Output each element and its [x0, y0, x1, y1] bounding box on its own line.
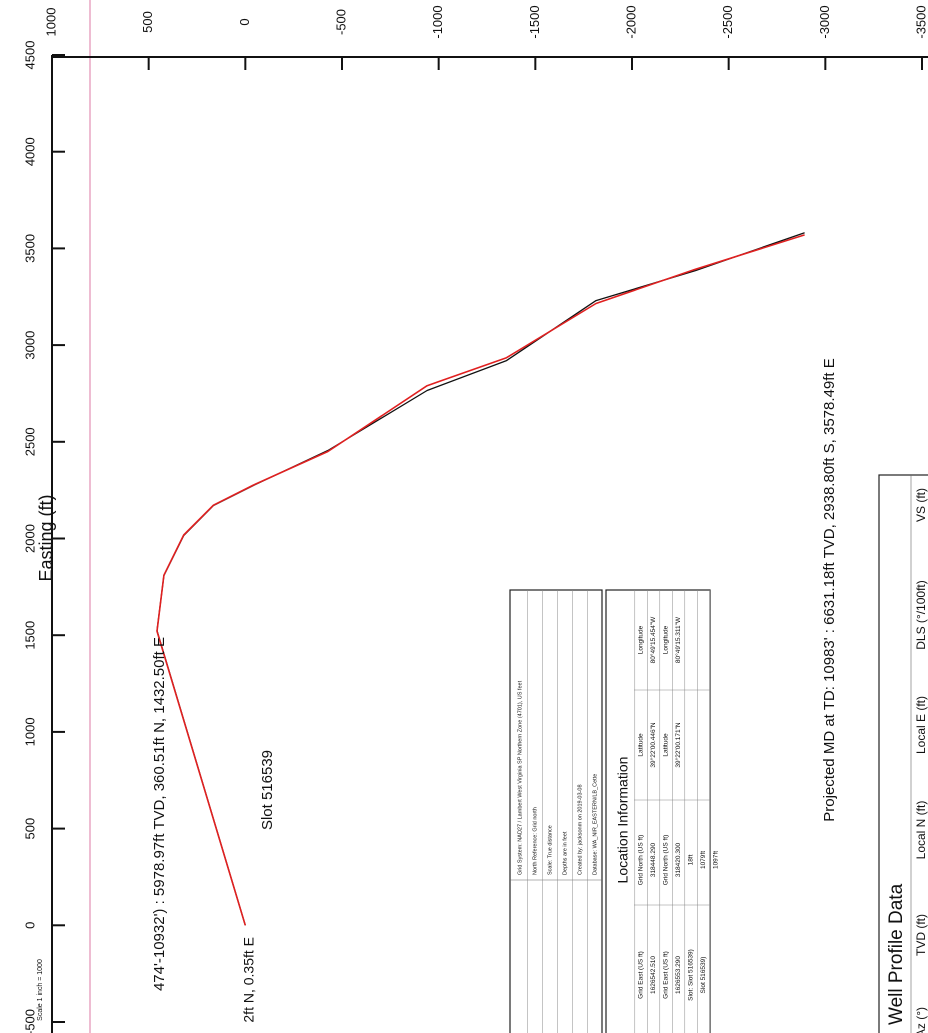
y-tick-label: 4000	[22, 137, 37, 166]
y-tick-label: 1000	[22, 717, 37, 746]
x-tick-label: -500	[333, 9, 348, 35]
well-path	[156, 234, 805, 926]
table-cell: Database: WA_NIR_EASTERN/LB_Cette	[592, 774, 598, 875]
table-cell: 39°22'00.446"N	[649, 722, 657, 767]
y-tick-label: 2500	[22, 427, 37, 456]
x-tick-label: -1500	[527, 5, 542, 38]
scale-note: Scale 1 inch = 1000	[37, 959, 44, 1021]
table-cell: 318420.300	[675, 842, 682, 877]
table-cell: Scale: True distance	[547, 825, 553, 875]
x-tick-label: 500	[140, 11, 155, 33]
table-cell: 1626542.510	[650, 956, 657, 994]
table-cell: Longitude	[663, 625, 670, 654]
well-profile-frame	[878, 474, 928, 1033]
x-tick-label: -3500	[913, 5, 928, 38]
table-title: Location Information	[615, 757, 631, 884]
table-cell: Latitude	[663, 733, 670, 757]
table-cell: North Reference: Grid north	[532, 807, 538, 875]
table-title: Well Profile Data	[886, 883, 907, 1025]
annotation: Projected MD at TD: 10983' : 6631.18ft T…	[821, 358, 838, 821]
table-cell: 80°49'15.454"W	[649, 616, 657, 663]
y-tick-label: 3500	[22, 234, 37, 263]
x-tick-label: -2500	[720, 5, 735, 38]
table-header: DLS (°/100ft)	[914, 580, 928, 650]
y-tick-label: 0	[22, 922, 37, 929]
table-header: Local N (ft)	[914, 801, 928, 860]
table-cell: Grid East (US ft)	[663, 951, 670, 999]
table-cell: Created by: jacksonm on 2019-03-08	[577, 785, 583, 876]
annotation: 474'-10932') : 5978.97ft TVD, 360.51ft N…	[151, 637, 168, 991]
table-cell: Grid System: NAD27 / Lambert West Virgin…	[517, 680, 523, 875]
y-tick-label: 500	[22, 818, 37, 840]
table-cell: Grid North (US ft)	[638, 835, 645, 886]
x-tick-label: -2000	[623, 5, 638, 38]
annotation: 2ft N, 0.35ft E	[241, 937, 257, 1023]
table-cell: 1079ft	[700, 851, 707, 869]
table-header: TVD (ft)	[914, 914, 928, 956]
x-tick-label: 0	[237, 18, 252, 25]
table-cell: 1097ft	[713, 851, 720, 869]
table-cell: Longitude	[638, 625, 645, 654]
table-header: VS (ft)	[914, 488, 928, 522]
y-tick-label: 2000	[22, 524, 37, 553]
table-cell: 80°49'15.311"W	[674, 616, 682, 663]
table-cell: 318448.290	[650, 842, 657, 877]
y-axis-title: Easting (ft)	[36, 494, 56, 581]
table-cell: Latitude	[638, 733, 645, 757]
table-cell: Grid East (US ft)	[638, 951, 645, 999]
table-cell: Slot 516539)	[700, 957, 707, 994]
x-tick-label: 1000	[43, 8, 58, 37]
table-cell: Depths are in feet	[562, 831, 568, 875]
y-tick-label: 3000	[22, 331, 37, 360]
y-tick-label: 4500	[22, 41, 37, 70]
table-cell: Grid North (US ft)	[663, 835, 670, 886]
y-tick-label: -500	[22, 1009, 37, 1033]
table-header: Az (°)	[914, 1007, 928, 1033]
y-tick-label: 1500	[22, 621, 37, 650]
grid-table-frame	[509, 589, 603, 1033]
table-header: Local E (ft)	[914, 696, 928, 754]
table-cell: 1626553.290	[675, 956, 682, 994]
x-tick-label: -1000	[430, 5, 445, 38]
well-path	[156, 232, 805, 926]
table-cell: Slot: Slot 516539)	[688, 949, 695, 1001]
table-cell: 39°22'00.171"N	[674, 722, 682, 767]
table-cell: 18ft	[688, 854, 695, 865]
x-tick-label: -3000	[817, 5, 832, 38]
annotation: Slot 516539	[259, 750, 276, 830]
